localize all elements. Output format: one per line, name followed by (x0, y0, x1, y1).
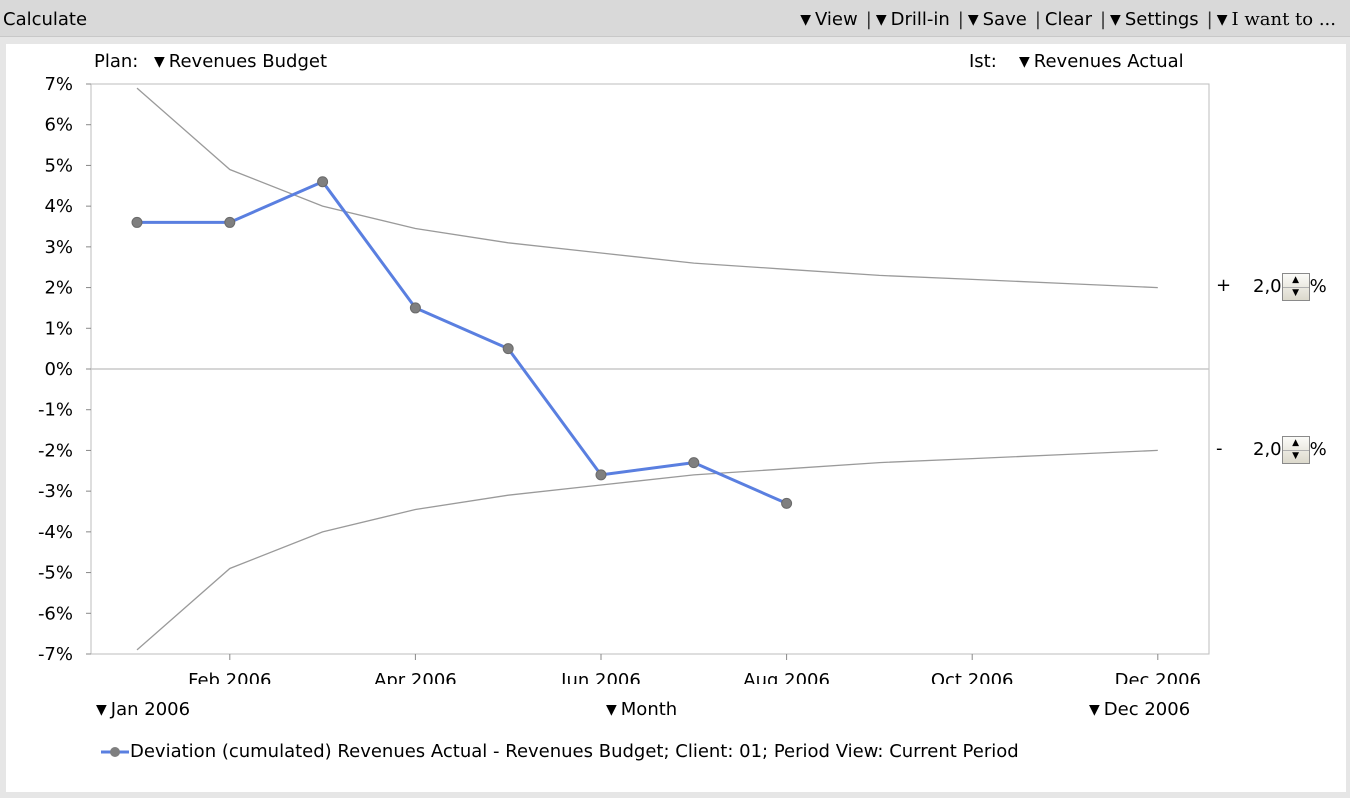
spin-up-icon[interactable]: ▲ (1282, 274, 1309, 288)
lower-tolerance-unit: % (1309, 439, 1327, 460)
data-point (317, 176, 329, 188)
lower-tolerance-sign: - (1216, 438, 1223, 459)
i-want-to-label: I want to ... (1231, 9, 1336, 30)
upper-tolerance-input[interactable]: 2,0 (1253, 276, 1282, 297)
spin-up-icon[interactable]: ▲ (1282, 437, 1309, 451)
start-period-selector[interactable]: ▼ Jan 2006 (96, 699, 190, 720)
legend-series-icon (101, 747, 129, 757)
toolbar-separator: | (865, 9, 872, 30)
series-line (137, 180, 788, 505)
lower-tolerance-curve (136, 449, 1158, 651)
lower-tolerance-spinner[interactable]: ▲ ▼ (1281, 436, 1310, 464)
y-tick-label: 5% (44, 155, 73, 176)
axes-group: 7% 6% 5% 4% 3% 2% 1% 0% -1% -2% -3% -4% -5% -6% -7% Feb… (38, 74, 1210, 684)
app-title: Calculate (3, 9, 88, 30)
y-tick-label: -2% (38, 440, 73, 461)
x-tick-label: Oct 2006 (931, 670, 1014, 684)
plan-label: Plan: (94, 51, 139, 72)
dropdown-arrow-icon: ▼ (1216, 12, 1228, 28)
chart-panel: Plan: ▼ Revenues Budget Ist: ▼ Revenues Ac… (6, 44, 1346, 792)
ist-selector[interactable]: ▼ Revenues Actual (1019, 51, 1184, 72)
y-tick-label: -5% (38, 563, 73, 584)
dropdown-arrow-icon: ▼ (875, 12, 887, 28)
tolerance-band-group (136, 87, 1158, 651)
dropdown-arrow-icon: ▼ (1089, 702, 1100, 718)
data-point (595, 469, 607, 481)
data-point (781, 497, 793, 509)
plan-selector[interactable]: ▼ Revenues Budget (154, 51, 327, 72)
y-tick-label: -6% (38, 603, 73, 624)
drill-in-menu[interactable]: ▼ Drill-in (876, 9, 950, 30)
upper-tolerance-curve (136, 87, 1158, 289)
drill-in-label: Drill-in (890, 9, 950, 30)
toolbar-separator: | (1099, 9, 1107, 30)
y-tick-label: -4% (38, 522, 73, 543)
upper-tolerance-control: 2,0 ▲ ▼% (1253, 273, 1327, 301)
x-tick-label: Apr 2006 (374, 670, 457, 684)
dropdown-arrow-icon: ▼ (800, 12, 812, 28)
data-point (131, 216, 143, 228)
y-tick-label: 7% (44, 74, 73, 95)
x-tick-label: Feb 2006 (188, 670, 271, 684)
y-tick-label: 1% (44, 318, 73, 339)
plan-value: Revenues Budget (168, 51, 328, 72)
toolbar-separator: | (1034, 9, 1041, 30)
y-tick-label: 6% (44, 115, 73, 136)
toolbar-separator: | (957, 9, 964, 30)
y-tick-label: 3% (44, 237, 73, 258)
y-tick-label: -7% (38, 644, 73, 665)
upper-tolerance-sign: + (1216, 275, 1232, 296)
settings-menu[interactable]: ▼ Settings (1110, 9, 1199, 30)
dropdown-arrow-icon: ▼ (154, 54, 165, 70)
x-tick-label: Aug 2006 (743, 670, 830, 684)
view-label: View (815, 9, 858, 30)
data-point (409, 302, 421, 314)
view-menu[interactable]: ▼ View (800, 9, 858, 30)
dropdown-arrow-icon: ▼ (1019, 54, 1030, 70)
y-tick-label: 4% (44, 196, 73, 217)
spin-down-icon[interactable]: ▼ (1292, 288, 1300, 298)
data-point (688, 457, 700, 469)
legend-label: Deviation (cumulated) Revenues Actual - … (130, 741, 1019, 762)
y-tick-label: -1% (38, 400, 73, 421)
series-group (131, 176, 793, 509)
ist-label: Ist: (969, 51, 997, 72)
dropdown-arrow-icon: ▼ (1110, 12, 1121, 28)
y-tick-label: 0% (44, 359, 73, 380)
toolbar-separator: | (1206, 9, 1213, 30)
x-tick-label: Dec 2006 (1115, 670, 1201, 684)
clear-button[interactable]: Clear (1044, 9, 1092, 30)
legend: Deviation (cumulated) Revenues Actual - … (100, 741, 1019, 762)
spin-down-icon[interactable]: ▼ (1292, 451, 1300, 461)
y-tick-label: -3% (38, 481, 73, 502)
dropdown-arrow-icon: ▼ (606, 702, 617, 718)
lower-tolerance-input[interactable]: 2,0 (1253, 439, 1282, 460)
settings-label: Settings (1124, 9, 1199, 30)
save-label: Save (982, 9, 1027, 30)
deviation-chart: 7% 6% 5% 4% 3% 2% 1% 0% -1% -2% -3% -4% -5% -6% -7% Feb… (38, 74, 1210, 684)
ist-value: Revenues Actual (1033, 51, 1184, 72)
title-bar: Calculate ▼ View | ▼ Drill-in | ▼ Save | Clear | ▼ S… (0, 0, 1350, 37)
save-menu[interactable]: ▼ Save (968, 9, 1027, 30)
granularity-value: Month (620, 699, 678, 720)
end-period-value: Dec 2006 (1103, 699, 1191, 720)
x-tick-label: Jun 2006 (560, 670, 641, 684)
end-period-selector[interactable]: ▼ Dec 2006 (1089, 699, 1190, 720)
start-period-value: Jan 2006 (110, 699, 191, 720)
upper-tolerance-unit: % (1309, 276, 1327, 297)
y-tick-label: 2% (44, 278, 73, 299)
dropdown-arrow-icon: ▼ (967, 12, 979, 28)
data-point (224, 216, 236, 228)
granularity-selector[interactable]: ▼ Month (606, 699, 677, 720)
upper-tolerance-spinner[interactable]: ▲ ▼ (1281, 273, 1310, 301)
i-want-to-menu[interactable]: ▼ I want to ... (1217, 9, 1336, 30)
dropdown-arrow-icon: ▼ (96, 702, 107, 718)
lower-tolerance-control: 2,0 ▲ ▼% (1253, 436, 1327, 464)
data-point (502, 343, 514, 355)
toolbar: ▼ View | ▼ Drill-in | ▼ Save | Clear | ▼ Settings | ▼ I… (800, 9, 1336, 30)
